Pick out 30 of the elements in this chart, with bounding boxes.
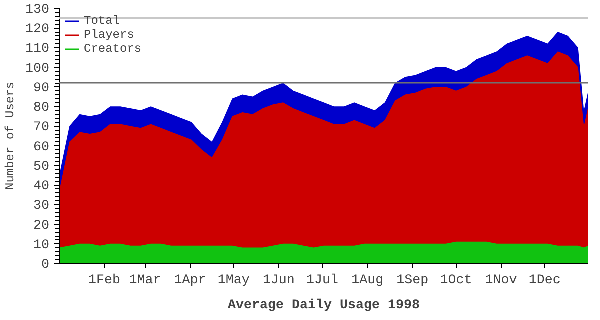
y-tick-label: 100: [26, 62, 50, 77]
x-tick-label: 1Aug: [352, 274, 384, 288]
legend-label: Creators: [84, 42, 142, 56]
y-tick-label: 20: [34, 218, 50, 234]
legend-label: Total: [84, 14, 120, 28]
y-tick-label: 60: [34, 140, 50, 156]
y-tick-label: 50: [34, 160, 50, 175]
y-tick-label: 90: [34, 81, 50, 96]
x-tick-label: 1Jul: [306, 274, 339, 288]
x-tick-label: 1Oct: [440, 274, 472, 288]
x-tick-label: 1Apr: [174, 274, 206, 288]
y-tick-label: 120: [26, 22, 50, 38]
x-tick-label: 1Mar: [129, 274, 162, 288]
y-tick-label: 30: [34, 199, 50, 214]
x-tick-label: 1Dec: [528, 274, 561, 288]
y-tick-label: 80: [34, 101, 50, 116]
text: Average Daily Usage 1998: [228, 298, 420, 314]
x-tick-label: 1Sep: [396, 274, 429, 288]
x-tick-label: 1Feb: [88, 274, 121, 288]
y-tick-label: 40: [34, 180, 50, 195]
x-tick-label: 1Nov: [485, 274, 518, 288]
legend-label: Players: [84, 28, 134, 42]
y-tick-label: 10: [34, 238, 50, 254]
x-tick-label: 1May: [218, 274, 250, 288]
y-tick-label: 0: [42, 258, 50, 273]
x-tick-label: 1Jun: [262, 274, 295, 288]
y-tick-label: 70: [34, 120, 50, 136]
y-tick-label: 130: [26, 3, 50, 18]
y-tick-label: 110: [26, 42, 50, 58]
y-axis-title: Number of Users: [4, 82, 18, 190]
